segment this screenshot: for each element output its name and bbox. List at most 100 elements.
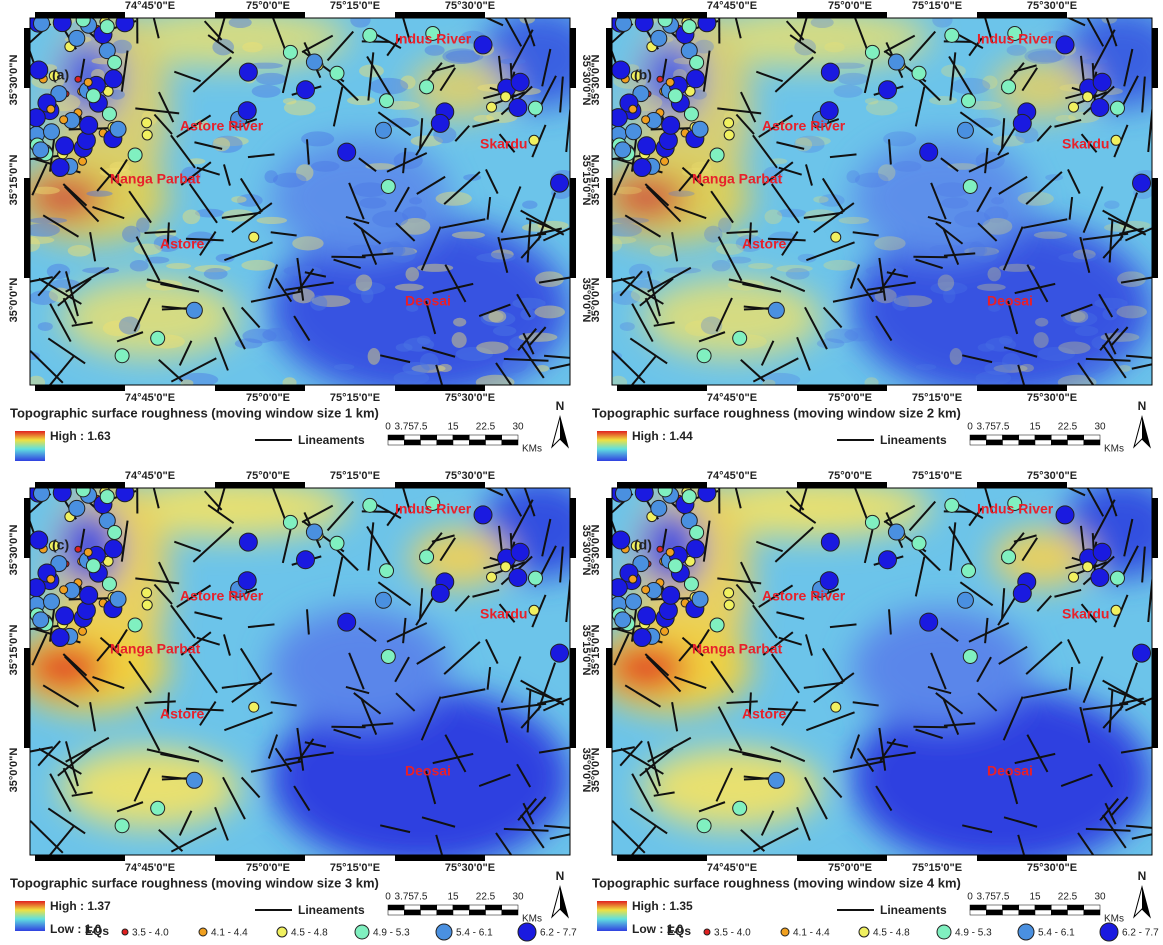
eq-legend-label: 6.2 - 7.7 (1122, 928, 1159, 939)
lineament (681, 166, 704, 187)
scale-cell (387, 434, 405, 441)
lineament (613, 633, 630, 666)
scale-cell (436, 439, 454, 446)
lineament (1126, 824, 1152, 829)
lineament (92, 206, 125, 220)
lineament (348, 652, 365, 690)
lineament (504, 18, 523, 47)
lineament (170, 604, 196, 639)
earthquake (185, 771, 203, 789)
frame-bar (570, 178, 576, 278)
lineament (1068, 196, 1074, 220)
lineament (878, 257, 887, 301)
map-panel: Indus River Astore River Skardu Nanga Parba… (590, 470, 1163, 942)
scale-cell (452, 909, 470, 916)
lineament (821, 177, 845, 213)
map-body: Indus River Astore River Skardu Nanga Parba… (612, 488, 1152, 855)
scale-cell (420, 434, 437, 441)
lineament (612, 350, 646, 384)
longitude-label: 75°30'0"E (445, 0, 495, 12)
earthquake (50, 157, 70, 177)
scale-cell (485, 434, 502, 441)
lineament (345, 685, 370, 695)
texture (262, 327, 293, 342)
scale-cell (485, 909, 502, 916)
lineament (796, 806, 811, 841)
earthquake (52, 488, 72, 503)
texture (409, 197, 423, 205)
lineament (1067, 168, 1081, 194)
texture (941, 197, 969, 209)
texture (718, 217, 732, 233)
longitude-label: 75°15'0"E (912, 392, 962, 404)
lineament (767, 237, 806, 242)
earthquake (696, 818, 712, 834)
texture (476, 341, 509, 355)
lineament (1105, 488, 1118, 517)
roughness-patch (992, 58, 1092, 118)
lineament (647, 741, 661, 787)
scale-cell (1083, 439, 1101, 446)
latitude-label: 35°15'0"N (8, 155, 20, 206)
earthquake (59, 585, 69, 595)
earthquake (329, 65, 345, 81)
place-label: Indus River (395, 501, 472, 517)
frame-bar (617, 385, 707, 391)
lineament (537, 697, 562, 705)
earthquake (59, 115, 69, 125)
lineament (380, 824, 411, 834)
earthquake (79, 115, 99, 135)
scale-cell (1067, 434, 1084, 441)
earthquake (628, 104, 638, 114)
lineament (796, 336, 811, 371)
lineament (158, 561, 175, 593)
texture (350, 18, 371, 28)
roughness-patch (270, 688, 570, 855)
lineament (1141, 76, 1146, 113)
lineament (1025, 171, 1063, 205)
frame-bar (215, 385, 305, 391)
frame-bar (35, 482, 125, 488)
texture (419, 352, 439, 371)
earthquake (85, 88, 101, 104)
earthquake (634, 18, 654, 33)
longitude-label: 75°15'0"E (330, 0, 380, 12)
lineament (752, 827, 799, 853)
frame-bar (1152, 648, 1158, 748)
lineament (644, 767, 660, 795)
lineament (402, 617, 407, 644)
scale-cell (501, 904, 519, 911)
place-label: Astore River (762, 118, 846, 134)
lineament (37, 740, 61, 767)
texture (347, 244, 383, 254)
lineament (199, 701, 217, 726)
scale-cell (485, 439, 502, 446)
lineament (199, 231, 217, 256)
frame-bar (606, 178, 612, 278)
earthquake (665, 77, 675, 87)
lineament (65, 736, 110, 763)
texture (534, 305, 565, 319)
lineament (631, 773, 654, 813)
scale-label: 15 (1029, 892, 1041, 903)
texture (982, 75, 998, 90)
earthquake (944, 497, 960, 513)
lineament (380, 354, 411, 364)
lineament (631, 303, 654, 343)
lineament (188, 653, 218, 694)
lineament (695, 628, 710, 650)
north-label: N (1138, 399, 1147, 413)
map-panel: Indus River Astore River Skardu Nanga Parba… (8, 470, 592, 942)
scale-cell (436, 904, 454, 911)
lineament (395, 222, 416, 242)
scale-cell (387, 904, 405, 911)
lineament (1126, 354, 1152, 359)
lineament (1123, 48, 1134, 87)
texture (122, 225, 141, 243)
texture (760, 372, 801, 385)
scale-cell (1034, 434, 1052, 441)
latitude-label: 35°0'0"N (8, 748, 20, 793)
texture (837, 72, 869, 86)
lineament (416, 175, 446, 195)
earthquake (379, 93, 395, 109)
